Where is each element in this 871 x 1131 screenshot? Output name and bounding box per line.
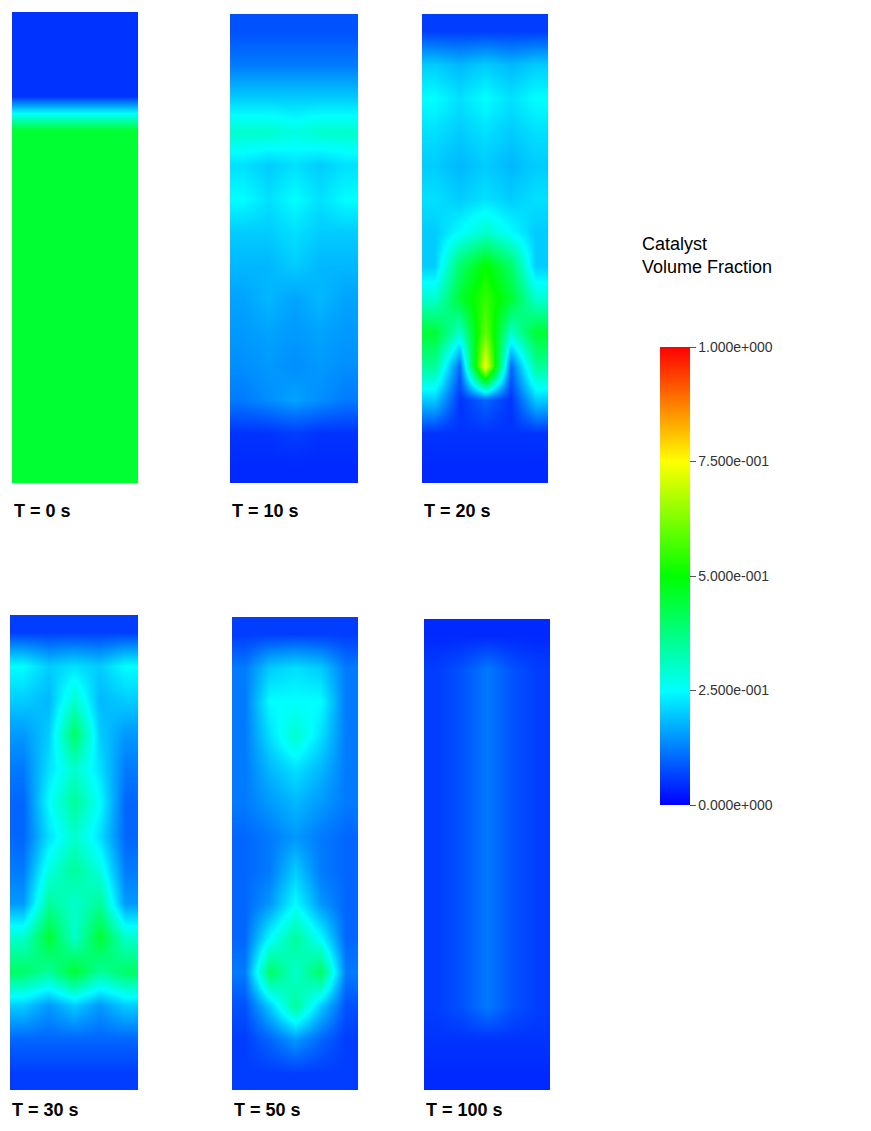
svg-text:T = 50 s: T = 50 s [234, 1100, 301, 1120]
svg-text:T = 0 s: T = 0 s [14, 501, 71, 521]
svg-text:T = 30 s: T = 30 s [12, 1100, 79, 1120]
svg-text:T = 20 s: T = 20 s [424, 501, 491, 521]
svg-text:7.500e-001: 7.500e-001 [698, 453, 769, 469]
svg-text:T = 10 s: T = 10 s [232, 501, 299, 521]
svg-text:2.500e-001: 2.500e-001 [698, 682, 769, 698]
svg-text:5.000e-001: 5.000e-001 [698, 568, 769, 584]
svg-text:1.000e+000: 1.000e+000 [698, 339, 773, 355]
svg-text:T = 100 s: T = 100 s [426, 1100, 503, 1120]
svg-text:0.000e+000: 0.000e+000 [698, 797, 773, 813]
svg-text:CatalystVolume Fraction: CatalystVolume Fraction [642, 234, 772, 277]
